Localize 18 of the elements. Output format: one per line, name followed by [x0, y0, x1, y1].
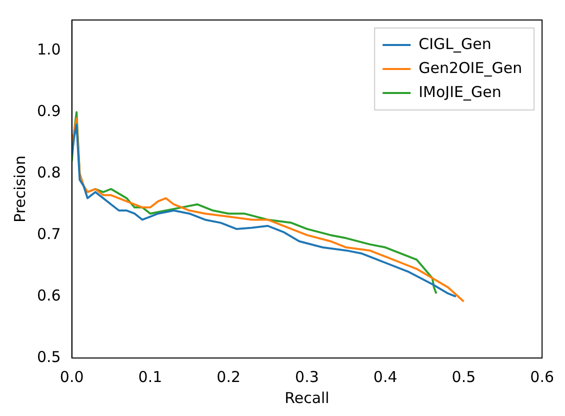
y-tick-label: 0.9	[36, 102, 61, 120]
x-tick-label: 0.1	[138, 368, 162, 386]
y-tick-label: 1.0	[36, 40, 61, 59]
x-tick-label: 0.6	[530, 368, 554, 386]
legend-label: CIGL_Gen	[418, 34, 492, 53]
x-tick-label: 0.5	[452, 368, 476, 386]
y-tick-label: 0.5	[36, 348, 61, 366]
x-tick-label: 0.4	[373, 368, 398, 386]
y-axis-title: Precision	[10, 156, 29, 222]
y-tick-label: 0.7	[36, 224, 61, 243]
legend-label: IMoJIE_Gen	[418, 82, 502, 101]
legend-label: Gen2OIE_Gen	[418, 58, 522, 77]
y-tick-label: 0.8	[36, 164, 61, 182]
x-axis-title: Recall	[284, 388, 330, 407]
y-tick-label: 0.6	[36, 286, 61, 304]
x-tick-label: 0.0	[60, 368, 84, 386]
x-tick-label: 0.2	[216, 368, 241, 386]
x-tick-label: 0.3	[295, 368, 319, 386]
